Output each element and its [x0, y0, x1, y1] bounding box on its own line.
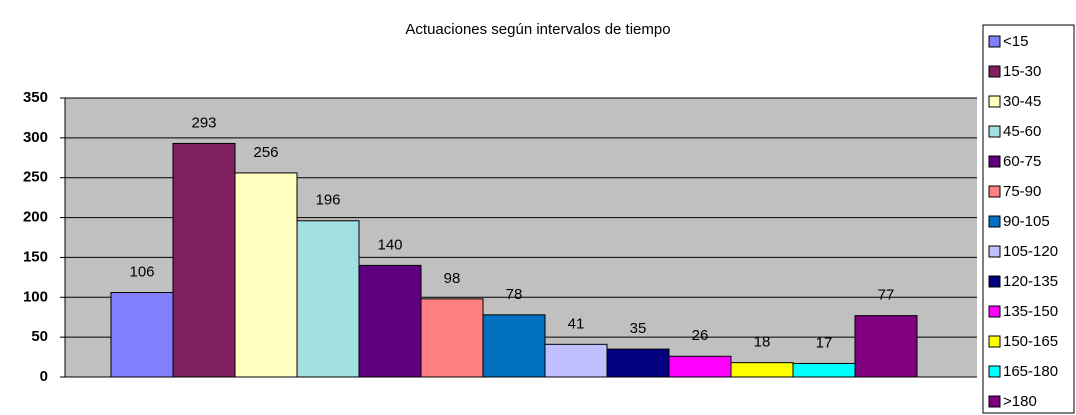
- legend-label: 30-45: [1003, 93, 1041, 110]
- y-tick-label: 300: [23, 129, 48, 146]
- data-label: 106: [129, 263, 154, 280]
- legend-swatch: [988, 155, 1001, 168]
- y-tick-label: 250: [23, 169, 48, 186]
- legend-label: 90-105: [1003, 213, 1050, 230]
- legend-label: >180: [1003, 393, 1037, 410]
- bar: [854, 315, 918, 378]
- legend-swatch: [988, 275, 1001, 288]
- legend-label: 15-30: [1003, 63, 1041, 80]
- legend-label: 60-75: [1003, 153, 1041, 170]
- legend-swatch: [988, 335, 1001, 348]
- data-label: 35: [630, 320, 647, 337]
- legend-swatch: [988, 125, 1001, 138]
- legend-swatch: [988, 65, 1001, 78]
- data-label: 17: [816, 334, 833, 351]
- legend-swatch: [988, 215, 1001, 228]
- legend-swatch: [988, 245, 1001, 258]
- data-label: 77: [878, 287, 895, 304]
- bar: [358, 264, 422, 378]
- legend-label: 150-165: [1003, 333, 1058, 350]
- legend-swatch: [988, 95, 1001, 108]
- data-label: 140: [377, 236, 402, 253]
- data-label: 78: [506, 286, 523, 303]
- data-label: 26: [692, 327, 709, 344]
- y-tick-label: 150: [23, 248, 48, 265]
- data-label: 41: [568, 315, 585, 332]
- legend-label: 45-60: [1003, 123, 1041, 140]
- y-tick-label: 0: [40, 368, 48, 385]
- bar: [296, 220, 360, 378]
- legend-label: <15: [1003, 33, 1028, 50]
- data-label: 18: [754, 334, 771, 351]
- bar: [234, 172, 298, 378]
- bar: [420, 298, 484, 378]
- data-label: 196: [315, 192, 340, 209]
- legend-label: 165-180: [1003, 363, 1058, 380]
- legend-label: 105-120: [1003, 243, 1058, 260]
- y-tick-label: 350: [23, 89, 48, 106]
- legend-label: 135-150: [1003, 303, 1058, 320]
- bar: [606, 348, 670, 378]
- y-tick-label: 200: [23, 209, 48, 226]
- data-label: 256: [253, 144, 278, 161]
- legend-label: 120-135: [1003, 273, 1058, 290]
- bar: [730, 362, 794, 378]
- legend-swatch: [988, 365, 1001, 378]
- legend-swatch: [988, 305, 1001, 318]
- legend-label: 75-90: [1003, 183, 1041, 200]
- legend-swatch: [988, 395, 1001, 408]
- bar: [544, 343, 608, 378]
- data-label: 98: [444, 270, 461, 287]
- bar: [668, 355, 732, 378]
- bar: [110, 292, 174, 378]
- bar: [172, 142, 236, 378]
- legend-swatch: [988, 185, 1001, 198]
- y-tick-label: 100: [23, 288, 48, 305]
- data-label: 293: [191, 114, 216, 131]
- legend-swatch: [988, 35, 1001, 48]
- chart-title: Actuaciones según intervalos de tiempo: [405, 21, 670, 38]
- y-tick-label: 50: [31, 328, 48, 345]
- bar: [792, 362, 856, 378]
- bar: [482, 314, 546, 378]
